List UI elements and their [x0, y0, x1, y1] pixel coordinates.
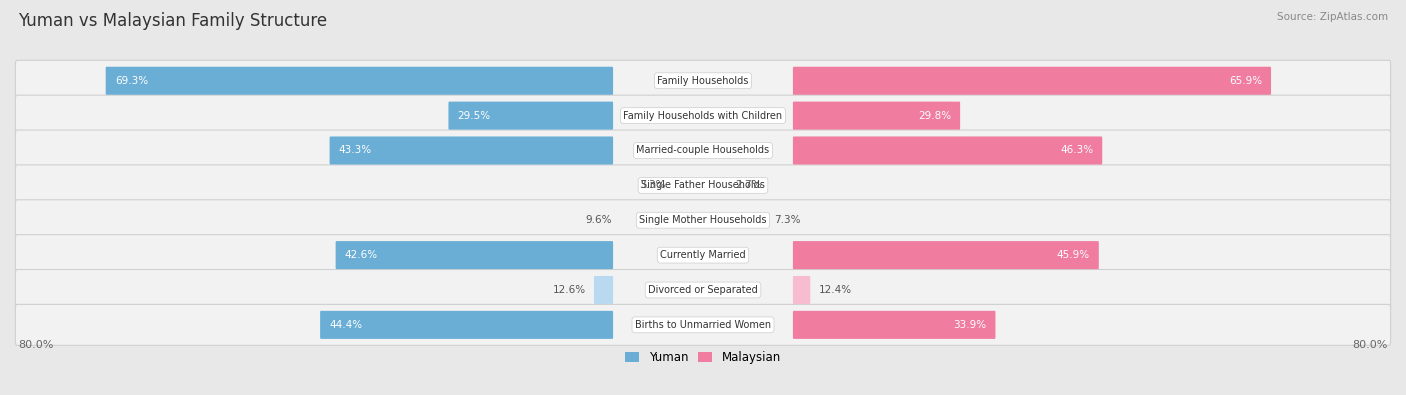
Text: 45.9%: 45.9% — [1056, 250, 1090, 260]
FancyBboxPatch shape — [793, 241, 1099, 269]
Text: 80.0%: 80.0% — [18, 340, 53, 350]
FancyBboxPatch shape — [793, 276, 810, 304]
Text: 44.4%: 44.4% — [329, 320, 363, 330]
FancyBboxPatch shape — [593, 276, 613, 304]
Text: 3.3%: 3.3% — [640, 181, 666, 190]
FancyBboxPatch shape — [15, 130, 1391, 171]
FancyBboxPatch shape — [15, 60, 1391, 101]
Text: 12.4%: 12.4% — [818, 285, 852, 295]
Text: Source: ZipAtlas.com: Source: ZipAtlas.com — [1277, 12, 1388, 22]
Text: 29.8%: 29.8% — [918, 111, 950, 120]
Text: Single Father Households: Single Father Households — [641, 181, 765, 190]
FancyBboxPatch shape — [15, 269, 1391, 310]
FancyBboxPatch shape — [449, 102, 613, 130]
Text: 42.6%: 42.6% — [344, 250, 378, 260]
Text: Currently Married: Currently Married — [661, 250, 745, 260]
Text: Single Mother Households: Single Mother Households — [640, 215, 766, 225]
Text: 12.6%: 12.6% — [553, 285, 586, 295]
Text: 43.3%: 43.3% — [339, 145, 371, 156]
Text: 46.3%: 46.3% — [1060, 145, 1092, 156]
FancyBboxPatch shape — [793, 137, 1102, 165]
Text: 9.6%: 9.6% — [585, 215, 612, 225]
Legend: Yuman, Malaysian: Yuman, Malaysian — [620, 346, 786, 369]
Text: Divorced or Separated: Divorced or Separated — [648, 285, 758, 295]
FancyBboxPatch shape — [329, 137, 613, 165]
FancyBboxPatch shape — [321, 311, 613, 339]
Text: Family Households: Family Households — [658, 76, 748, 86]
Text: 80.0%: 80.0% — [1353, 340, 1388, 350]
FancyBboxPatch shape — [793, 311, 995, 339]
FancyBboxPatch shape — [793, 67, 1271, 95]
FancyBboxPatch shape — [793, 102, 960, 130]
FancyBboxPatch shape — [15, 235, 1391, 276]
Text: 69.3%: 69.3% — [115, 76, 148, 86]
Text: Births to Unmarried Women: Births to Unmarried Women — [636, 320, 770, 330]
Text: 65.9%: 65.9% — [1229, 76, 1263, 86]
FancyBboxPatch shape — [15, 305, 1391, 345]
Text: 2.7%: 2.7% — [735, 181, 762, 190]
FancyBboxPatch shape — [15, 95, 1391, 136]
FancyBboxPatch shape — [15, 165, 1391, 206]
Text: 33.9%: 33.9% — [953, 320, 987, 330]
Text: Married-couple Households: Married-couple Households — [637, 145, 769, 156]
Text: 7.3%: 7.3% — [775, 215, 801, 225]
Text: Yuman vs Malaysian Family Structure: Yuman vs Malaysian Family Structure — [18, 12, 328, 30]
FancyBboxPatch shape — [336, 241, 613, 269]
FancyBboxPatch shape — [15, 200, 1391, 241]
FancyBboxPatch shape — [105, 67, 613, 95]
Text: Family Households with Children: Family Households with Children — [623, 111, 783, 120]
Text: 29.5%: 29.5% — [457, 111, 491, 120]
